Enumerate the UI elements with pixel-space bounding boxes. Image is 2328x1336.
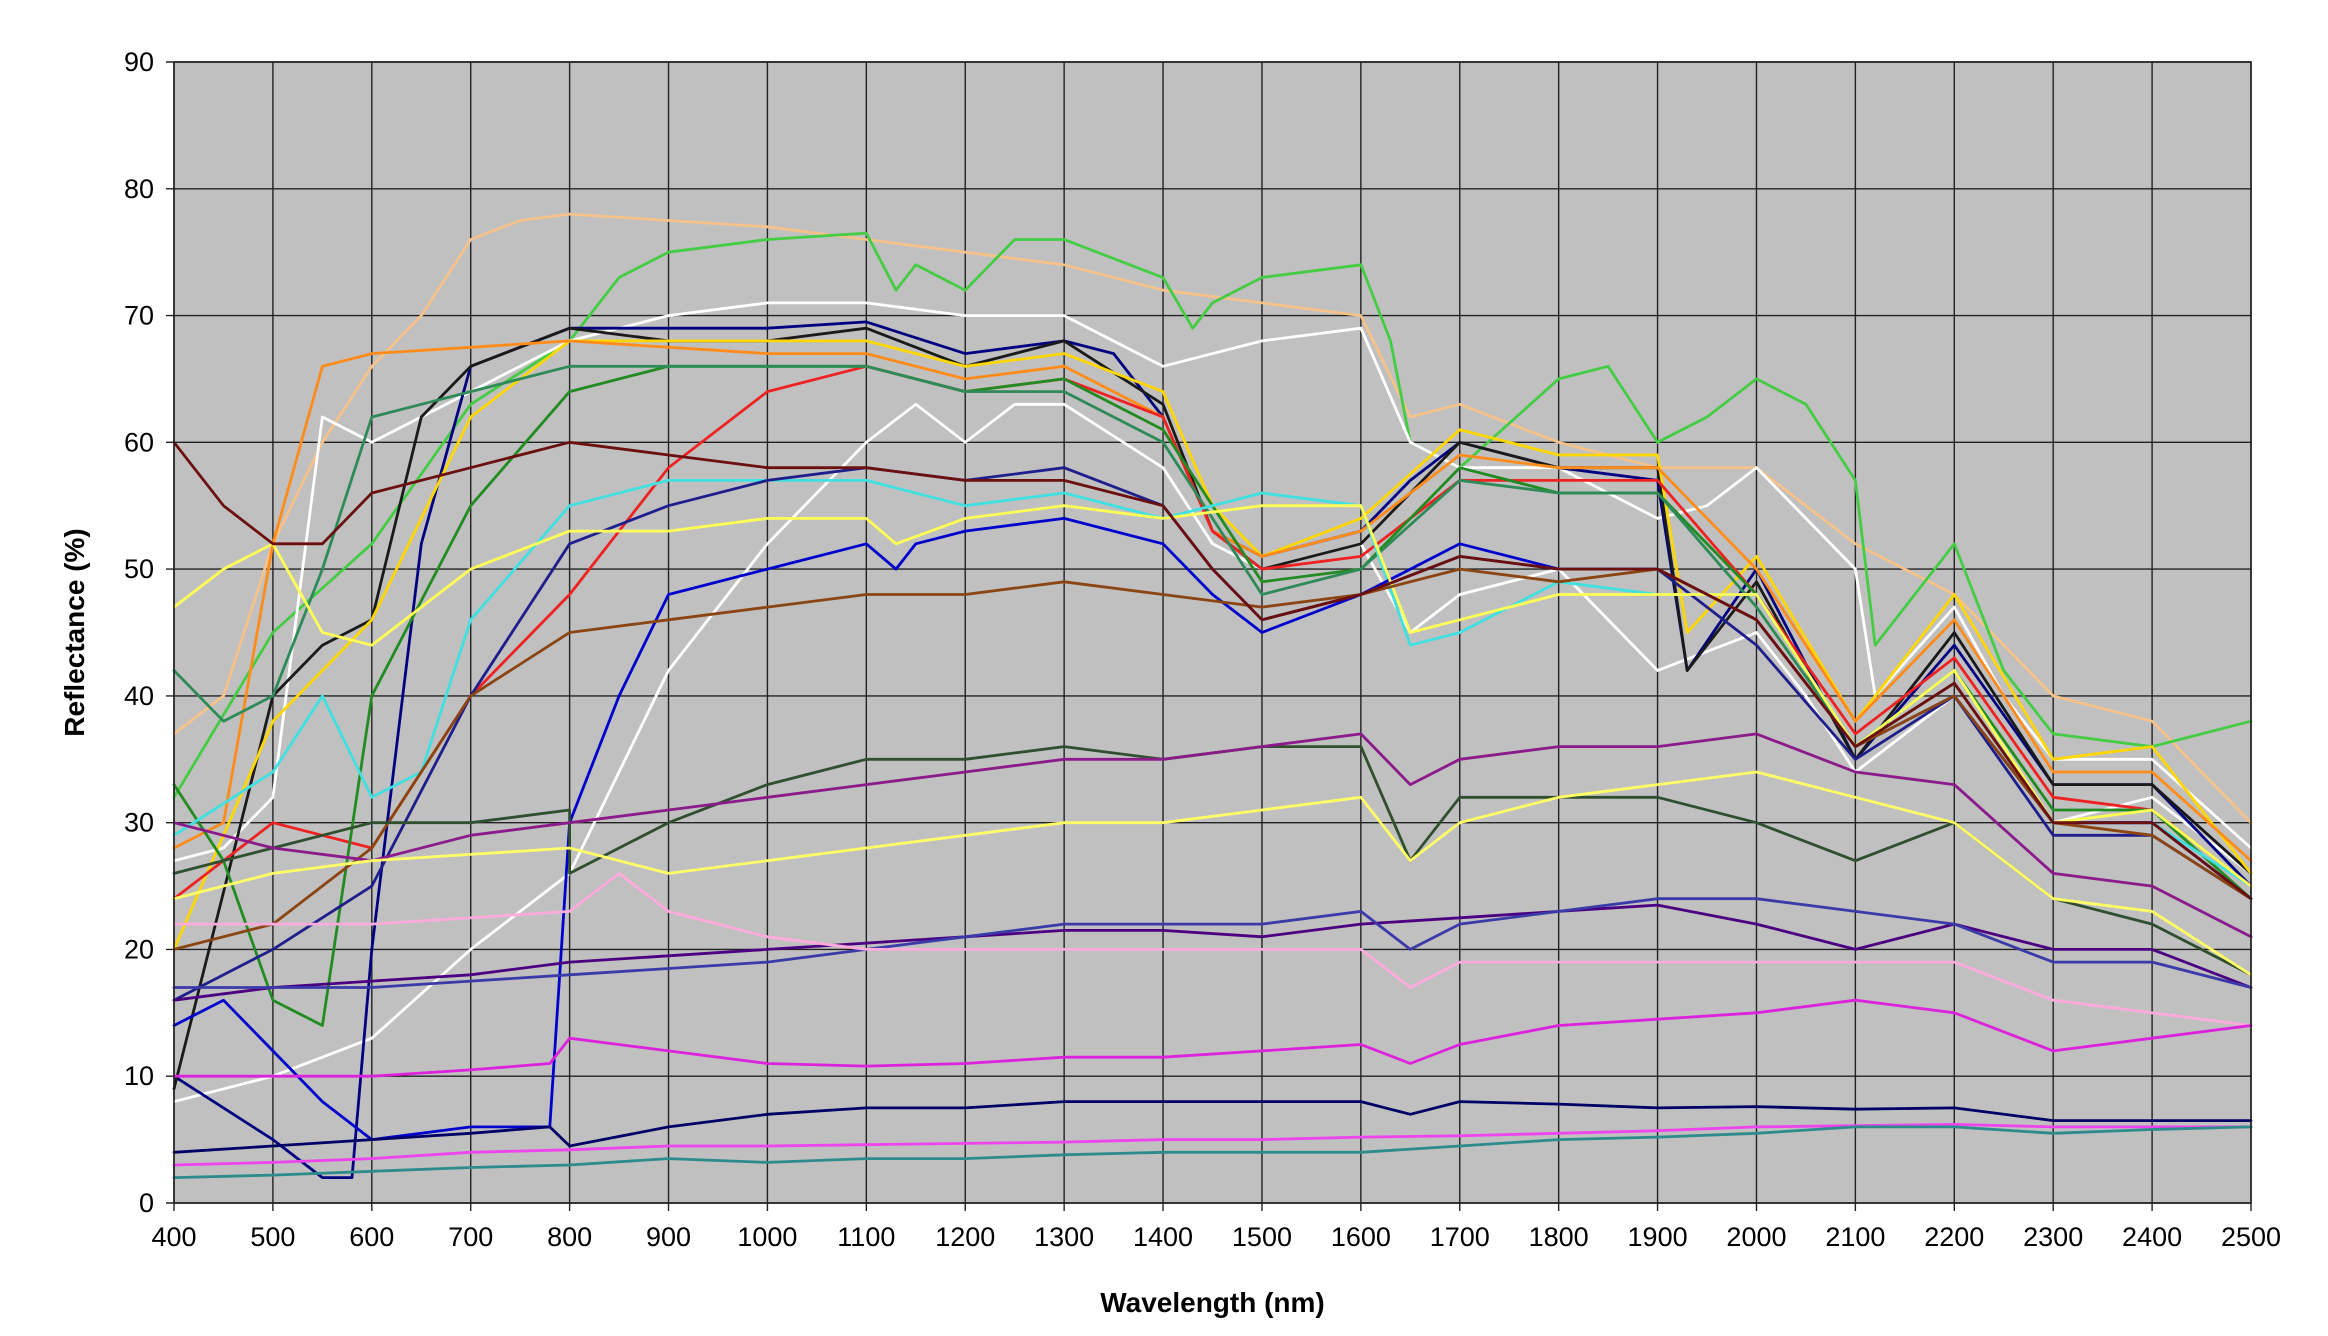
y-tick-label: 0: [139, 1188, 154, 1218]
x-tick-label: 1500: [1232, 1222, 1292, 1252]
series-line-20: [172, 770, 2253, 977]
series-line-24: [172, 998, 2253, 1078]
plot-background: [174, 62, 2251, 1203]
series-line-26: [172, 1123, 2253, 1167]
y-tick-label: 80: [124, 174, 154, 204]
series-line-19: [172, 732, 2253, 939]
x-tick-label: 1100: [837, 1222, 895, 1252]
series-line-16: [172, 567, 2253, 951]
x-tick-label: 2100: [1825, 1222, 1885, 1252]
x-tick-label: 2000: [1726, 1222, 1786, 1252]
y-tick-label: 50: [124, 554, 154, 584]
y-tick-label: 60: [124, 427, 154, 457]
x-tick-label: 2200: [1924, 1222, 1984, 1252]
series-line-23: [172, 872, 2253, 1027]
y-tick-label: 20: [124, 934, 154, 964]
series-line-2: [172, 231, 2253, 799]
series-line-27: [172, 1125, 2253, 1179]
series-line-25: [172, 1100, 2253, 1154]
series-line-21: [172, 903, 2253, 1002]
x-tick-label: 700: [448, 1222, 493, 1252]
series-line-22: [172, 897, 2253, 989]
x-tick-label: 2300: [2023, 1222, 2083, 1252]
x-tick-label: 800: [547, 1222, 592, 1252]
y-axis-title: Reflectance (%): [59, 528, 90, 737]
y-tick-label: 70: [124, 301, 154, 331]
x-tick-label: 2500: [2221, 1222, 2281, 1252]
x-tick-label: 1900: [1628, 1222, 1688, 1252]
x-tick-label: 1800: [1529, 1222, 1589, 1252]
x-tick-label: 400: [151, 1222, 196, 1252]
y-tick-label: 90: [124, 47, 154, 77]
plot-frame: [173, 61, 2252, 1204]
series-line-17: [172, 440, 2253, 901]
x-tick-label: 1600: [1331, 1222, 1391, 1252]
y-tick-label: 10: [124, 1061, 154, 1091]
x-tick-label: 900: [646, 1222, 691, 1252]
x-tick-label: 1300: [1034, 1222, 1094, 1252]
y-tick-label: 40: [124, 681, 154, 711]
x-axis-title: Wavelength (nm): [1100, 1287, 1325, 1318]
series-line-9: [172, 364, 2253, 901]
x-tick-label: 1200: [935, 1222, 995, 1252]
series-line-1: [172, 212, 2253, 825]
series-line-15: [172, 504, 2253, 888]
series-group: [172, 212, 2253, 1179]
tick-labels: 400 500 600 700 800 900 1000 1100 1200 1300 1400 15…: [124, 47, 2281, 1252]
x-tick-label: 2400: [2122, 1222, 2182, 1252]
x-tick-label: 1000: [737, 1222, 797, 1252]
x-tick-label: 500: [250, 1222, 295, 1252]
series-line-3: [172, 301, 2253, 863]
x-tick-label: 1400: [1133, 1222, 1193, 1252]
series-line-4: [172, 402, 2253, 1103]
series-line-7: [172, 339, 2253, 951]
x-tick-label: 1700: [1430, 1222, 1490, 1252]
y-tick-label: 30: [124, 808, 154, 838]
x-tick-label: 600: [349, 1222, 394, 1252]
